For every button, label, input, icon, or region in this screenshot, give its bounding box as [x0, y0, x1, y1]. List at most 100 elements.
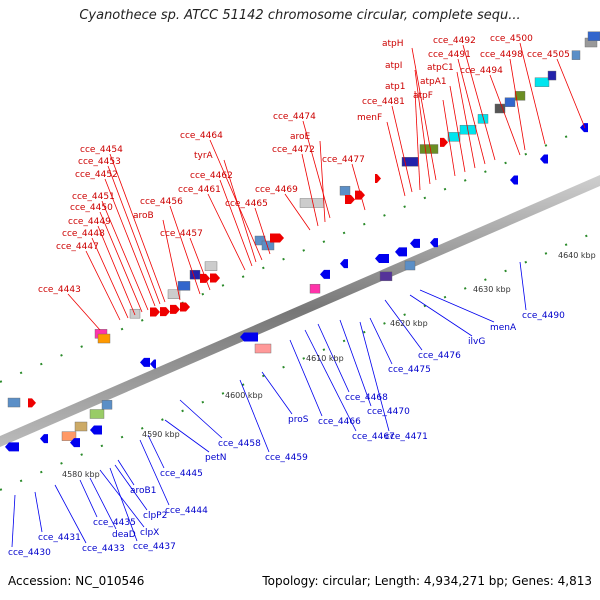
leader-top-17	[284, 193, 311, 231]
gene-label-proS: proS	[288, 415, 309, 425]
leader-bottom-1	[34, 491, 43, 533]
gene-label-cce_4505: cce_4505	[527, 50, 570, 60]
gene-label-cce_4476: cce_4476	[418, 351, 461, 361]
gene-label-cce_4453: cce_4453	[78, 157, 121, 167]
gene-label-cce_4450: cce_4450	[70, 203, 113, 213]
gene-label-petN: petN	[205, 453, 227, 463]
feature-box-41	[89, 409, 105, 419]
leader-top-8	[109, 153, 166, 303]
feature-box-14	[204, 261, 218, 271]
gene-label-cce_4435: cce_4435	[93, 518, 136, 528]
leader-top-30	[457, 58, 486, 165]
tick-labels: 4580 kbp 4590 kbp 4600 kbp 4610 kbp 4620 kbp…	[62, 251, 596, 479]
gene-label-cce_4431: cce_4431	[38, 533, 81, 543]
feature-box-24	[419, 144, 439, 154]
chromosome-backbone	[0, 175, 600, 447]
gene-label-ilvG: ilvG	[468, 337, 485, 347]
leader-top-15	[209, 139, 263, 261]
gene-label-cce_4481: cce_4481	[362, 97, 405, 107]
gene-label-atpI: atpI	[385, 61, 402, 71]
leader-top-18	[301, 153, 319, 227]
leader-bottom-4	[89, 477, 117, 530]
gene-label-cce_4494: cce_4494	[460, 66, 503, 76]
gene-reverse-38	[40, 434, 48, 444]
feature-box-3	[97, 333, 111, 344]
gene-label-cce_4464: cce_4464	[180, 131, 223, 141]
leader-top-20	[302, 120, 331, 219]
gene-reverse-43	[70, 438, 80, 448]
leader-bottom-20	[369, 317, 393, 365]
gene-label-cce_4469: cce_4469	[255, 185, 298, 195]
accession-text: Accession: NC_010546	[8, 574, 145, 588]
gene-label-cce_4447: cce_4447	[56, 242, 99, 252]
gene-label-cce_4474: cce_4474	[273, 112, 316, 122]
gene-forward-25	[440, 137, 448, 147]
gene-label-menA: menA	[490, 323, 517, 333]
leader-bottom-22	[409, 294, 473, 337]
leader-top-24	[414, 90, 421, 191]
gene-label-cce_4458: cce_4458	[218, 439, 261, 449]
gene-label-atpH: atpH	[382, 39, 404, 49]
gene-forward-1	[28, 398, 36, 408]
leader-top-3	[97, 225, 136, 316]
leader-bottom-3	[79, 479, 98, 518]
feature-box-40	[74, 421, 88, 432]
leader-bottom-9	[139, 439, 170, 506]
tick-label-6: 4640 kbp	[558, 251, 596, 260]
leader-top-5	[101, 200, 149, 311]
feature-box-30	[504, 97, 516, 107]
gene-label-cce_4451: cce_4451	[72, 192, 115, 202]
leader-top-1	[85, 250, 121, 321]
gene-reverse-57	[430, 238, 438, 248]
leader-top-4	[99, 211, 143, 313]
gene-reverse-44	[90, 425, 102, 435]
feature-box-10	[177, 281, 191, 291]
gene-label-cce_4468: cce_4468	[345, 393, 388, 403]
feature-box-16	[261, 240, 275, 251]
gene-forward-17	[270, 233, 284, 243]
feature-box-42	[101, 400, 113, 410]
gene-label-clpP2: clpP2	[143, 511, 167, 521]
gene-reverse-45	[140, 357, 150, 367]
leader-top-35	[556, 58, 586, 129]
gene-label-cce_4477: cce_4477	[322, 155, 365, 165]
gene-label-cce_4475: cce_4475	[388, 365, 431, 375]
feature-box-9	[167, 289, 181, 299]
leader-top-13	[219, 179, 253, 267]
leader-top-32	[489, 74, 521, 156]
gene-label-cce_4498: cce_4498	[480, 50, 523, 60]
gene-label-atp1: atp1	[385, 82, 405, 92]
feature-box-33	[547, 70, 557, 81]
gene-label-tyrA: tyrA	[194, 151, 214, 161]
leader-top-10	[169, 205, 201, 295]
feature-box-55	[379, 271, 393, 282]
leader-top-34	[519, 42, 546, 145]
gene-label-cce_4445: cce_4445	[160, 469, 203, 479]
gene-forward-21	[355, 190, 365, 200]
leader-bottom-15	[289, 339, 323, 417]
gene-reverse-37	[5, 442, 19, 452]
feature-box-29	[494, 103, 506, 114]
leader-bottom-23	[419, 289, 495, 323]
leader-bottom-12	[179, 399, 223, 439]
feature-box-48	[254, 343, 272, 354]
gene-label-cce_4456: cce_4456	[140, 197, 183, 207]
leader-bottom-18	[339, 319, 372, 407]
gene-forward-6	[160, 307, 170, 317]
tick-label-0: 4580 kbp	[62, 470, 100, 479]
gene-label-cce_4491: cce_4491	[428, 50, 471, 60]
leader-top-14	[223, 159, 257, 263]
gene-label-cce_4461: cce_4461	[178, 185, 221, 195]
leader-top-26	[411, 47, 437, 181]
feature-box-31	[514, 91, 526, 101]
gene-label-cce_4457: cce_4457	[160, 229, 203, 239]
gene-label-deaD: deaD	[112, 530, 136, 540]
leader-top-11	[189, 237, 211, 291]
leader-top-22	[386, 121, 406, 197]
feature-box-26	[447, 132, 461, 142]
topology-summary: Topology: circular; Length: 4,934,271 bp…	[262, 574, 592, 588]
tick-label-1: 4590 kbp	[142, 430, 180, 439]
gene-label-cce_4467: cce_4467	[352, 432, 395, 442]
gene-label-cce_4454: cce_4454	[80, 145, 123, 155]
gene-label-cce_4492: cce_4492	[433, 36, 476, 46]
